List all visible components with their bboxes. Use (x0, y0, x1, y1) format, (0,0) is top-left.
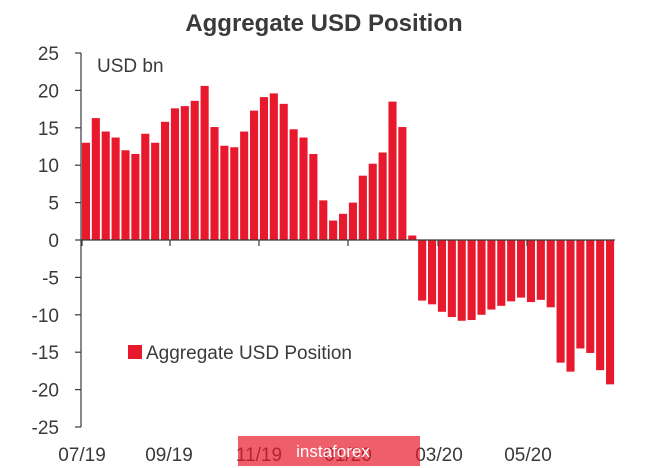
bar (329, 220, 338, 240)
x-tick-label: 09/19 (145, 445, 193, 466)
y-tick-label: -25 (32, 418, 59, 439)
bar (220, 145, 229, 240)
bar (447, 240, 456, 318)
bar (546, 240, 555, 308)
bar (200, 85, 209, 240)
bar (437, 240, 446, 312)
bar (101, 131, 110, 240)
bar (517, 240, 526, 298)
bar (230, 147, 239, 240)
y-tick-label: -5 (42, 268, 59, 289)
bar (596, 240, 605, 371)
bar (190, 100, 199, 241)
y-axis-unit-label: USD bn (97, 56, 164, 77)
y-tick-label: 0 (48, 231, 59, 252)
x-tick-label: 03/20 (415, 445, 463, 466)
y-tick-label: 5 (48, 194, 59, 215)
bar (536, 240, 545, 300)
bar (348, 202, 357, 240)
y-tick-label: 20 (38, 81, 59, 102)
bar (259, 97, 268, 240)
bar (269, 93, 278, 240)
bar (91, 118, 100, 240)
x-tick-label: 05/20 (504, 445, 552, 466)
bar (161, 121, 170, 240)
bar (526, 240, 535, 303)
bar (141, 133, 150, 240)
y-tick-label: -10 (32, 306, 59, 327)
bar (240, 131, 249, 240)
bar (358, 175, 367, 240)
bar (457, 240, 466, 321)
bar (289, 129, 298, 240)
watermark-banner (238, 436, 420, 466)
bar (121, 150, 130, 240)
y-tick-label: 25 (38, 44, 59, 65)
bar (566, 240, 575, 372)
bar (81, 142, 90, 240)
legend-swatch (128, 345, 142, 359)
y-axis-ticks: 25 20 15 10 5 0 -5 -10 -15 -20 -25 (32, 44, 81, 439)
bar (210, 127, 219, 240)
y-tick-label: -20 (32, 381, 59, 402)
bar (319, 200, 328, 240)
bar (507, 240, 516, 302)
y-tick-label: 15 (38, 119, 59, 140)
bar (170, 108, 179, 240)
legend: Aggregate USD Position (128, 343, 352, 364)
bar (606, 240, 615, 385)
bar (467, 240, 476, 321)
bar (111, 137, 120, 240)
bar (131, 153, 140, 240)
watermark: instaforex (238, 436, 420, 466)
bar (418, 240, 427, 301)
bar (250, 110, 259, 240)
chart-title: Aggregate USD Position (185, 10, 462, 37)
bar (299, 137, 308, 240)
watermark-text: instaforex (296, 442, 370, 461)
bar (378, 152, 387, 240)
legend-label: Aggregate USD Position (146, 343, 352, 364)
x-tick-label: 07/19 (58, 445, 106, 466)
y-tick-label: 10 (38, 156, 59, 177)
bar (339, 213, 348, 240)
bar (180, 106, 189, 240)
bar (477, 240, 486, 315)
bar (408, 235, 417, 240)
bar (398, 127, 407, 240)
bar (428, 240, 437, 305)
bar (388, 101, 397, 241)
bar-series (81, 85, 615, 385)
bar (497, 240, 506, 306)
bar (309, 153, 318, 240)
bar (279, 103, 288, 240)
y-tick-label: -15 (32, 343, 59, 364)
bar (586, 240, 595, 353)
bar (556, 240, 565, 363)
bar (487, 240, 496, 310)
bar (368, 163, 377, 240)
bar (576, 240, 585, 349)
bar (151, 142, 160, 240)
